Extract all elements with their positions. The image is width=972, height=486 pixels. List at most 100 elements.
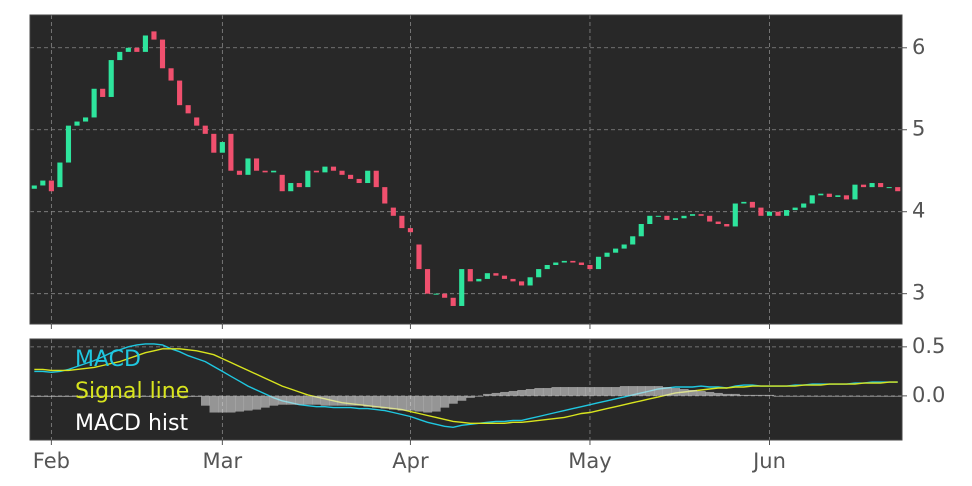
- hist-bar: [508, 390, 518, 396]
- hist-bar: [354, 395, 364, 406]
- candle: [724, 224, 730, 227]
- candle: [433, 293, 439, 295]
- candle: [689, 214, 696, 216]
- candle: [587, 264, 593, 270]
- hist-bar: [688, 389, 698, 396]
- candle: [570, 260, 576, 263]
- hist-bar: [773, 395, 783, 397]
- candle: [664, 215, 670, 220]
- candle: [775, 211, 781, 216]
- hist-bar: [81, 395, 91, 397]
- candle: [322, 166, 328, 173]
- hist-bar: [209, 395, 219, 413]
- hist-bar: [98, 395, 108, 397]
- candle: [878, 183, 884, 188]
- legend-label: MACD hist: [75, 411, 188, 436]
- legend-label: MACD: [75, 347, 141, 372]
- candle: [493, 273, 499, 276]
- hist-bar: [782, 395, 792, 397]
- hist-bar: [628, 386, 638, 396]
- hist-bar: [602, 387, 612, 396]
- candle: [356, 178, 362, 184]
- candle: [177, 80, 183, 106]
- hist-bar: [654, 386, 663, 396]
- candle: [117, 51, 123, 61]
- candle: [185, 105, 191, 114]
- candle: [527, 277, 533, 286]
- candle: [83, 117, 89, 122]
- candle: [151, 31, 157, 40]
- candle: [519, 281, 525, 286]
- hist-bar: [867, 395, 877, 397]
- candle: [228, 133, 234, 171]
- candle: [843, 195, 849, 200]
- hist-bar: [525, 389, 535, 396]
- candle: [595, 256, 602, 270]
- candle: [194, 117, 200, 126]
- hist-bar: [748, 394, 757, 396]
- candle: [65, 125, 72, 163]
- price-panel: [30, 15, 902, 324]
- hist-bar: [303, 395, 313, 405]
- candle: [467, 269, 473, 282]
- hist-bar: [466, 395, 475, 398]
- hist-bar: [89, 395, 99, 397]
- hist-bar: [30, 395, 39, 397]
- hist-bar: [337, 395, 347, 406]
- hist-bar: [534, 388, 544, 396]
- candle: [365, 170, 371, 184]
- candle: [159, 39, 166, 69]
- candle: [262, 170, 268, 173]
- candle: [382, 187, 388, 204]
- candle: [202, 125, 208, 134]
- hist-bar: [893, 395, 903, 397]
- hist-bar: [850, 395, 860, 397]
- hist-bar: [611, 387, 621, 396]
- candle: [501, 275, 508, 279]
- hist-bar: [645, 386, 655, 396]
- candle: [561, 260, 567, 263]
- hist-bar: [132, 395, 142, 397]
- candle: [886, 187, 892, 189]
- hist-bar: [124, 395, 133, 397]
- hist-bar: [756, 394, 766, 396]
- candle: [459, 269, 465, 306]
- candle: [91, 88, 97, 118]
- candle: [236, 170, 243, 175]
- candle: [450, 297, 456, 306]
- candle: [544, 264, 550, 270]
- candle: [399, 215, 405, 229]
- y-tick-label: 4: [912, 199, 925, 223]
- hist-bar: [47, 395, 56, 397]
- hist-bar: [568, 387, 578, 396]
- hist-bar: [739, 394, 749, 396]
- candle: [442, 293, 448, 298]
- candle: [288, 183, 294, 192]
- hist-bar: [141, 395, 150, 397]
- hist-bar: [363, 395, 373, 407]
- x-tick-label: Feb: [33, 449, 70, 473]
- candle: [108, 60, 114, 97]
- hist-bar: [64, 395, 74, 397]
- candle: [638, 224, 644, 237]
- hist-bar: [765, 394, 775, 396]
- hist-bar: [500, 391, 510, 396]
- candle: [818, 193, 824, 196]
- hist-bar: [457, 395, 467, 401]
- candle: [100, 88, 106, 97]
- hist-bar: [859, 395, 869, 397]
- candle: [48, 180, 54, 192]
- candle: [732, 203, 738, 227]
- candle: [895, 187, 901, 192]
- hist-bar: [483, 393, 492, 396]
- hist-bar: [414, 395, 424, 412]
- candle: [253, 158, 260, 171]
- hist-bar: [200, 395, 210, 406]
- candle: [578, 262, 584, 265]
- hist-bar: [799, 395, 809, 397]
- candle: [407, 228, 413, 233]
- x-tick-label: May: [568, 449, 611, 473]
- hist-bar: [269, 395, 279, 406]
- hist-bar: [235, 395, 245, 412]
- hist-bar: [833, 395, 843, 397]
